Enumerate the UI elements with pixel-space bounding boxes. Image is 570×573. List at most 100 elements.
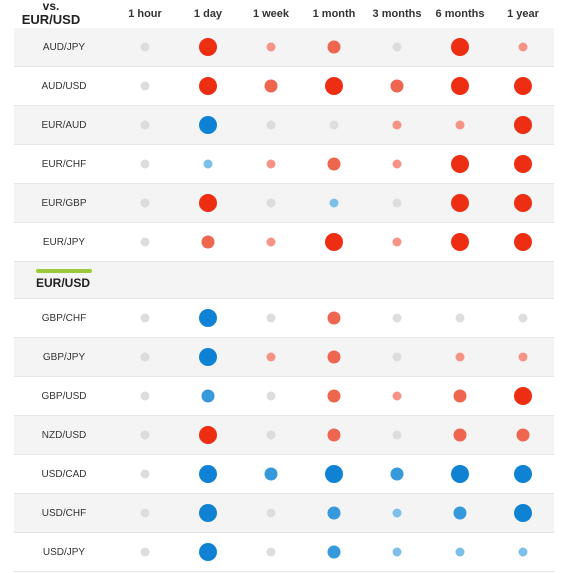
correlation-dot[interactable] [392, 508, 402, 518]
correlation-dot[interactable] [392, 237, 402, 247]
correlation-dot[interactable] [199, 348, 217, 366]
correlation-dot[interactable] [199, 116, 217, 134]
correlation-dot[interactable] [390, 467, 404, 481]
correlation-dot[interactable] [266, 159, 276, 169]
correlation-dot[interactable] [514, 465, 532, 483]
correlation-dot[interactable] [451, 233, 469, 251]
correlation-dot[interactable] [329, 198, 339, 208]
correlation-dot[interactable] [201, 235, 215, 249]
correlation-dot[interactable] [140, 391, 150, 401]
correlation-dot[interactable] [199, 194, 217, 212]
correlation-dot[interactable] [266, 508, 276, 518]
correlation-dot[interactable] [453, 506, 467, 520]
correlation-dot[interactable] [392, 391, 402, 401]
correlation-dot[interactable] [518, 42, 528, 52]
column-header-1-year[interactable]: 1 year [507, 8, 539, 20]
correlation-dot[interactable] [140, 469, 150, 479]
correlation-dot[interactable] [140, 159, 150, 169]
table-row[interactable]: GBP/CHF [14, 299, 554, 338]
correlation-dot[interactable] [451, 155, 469, 173]
correlation-dot[interactable] [266, 120, 276, 130]
correlation-dot[interactable] [392, 352, 402, 362]
correlation-dot[interactable] [514, 387, 532, 405]
correlation-dot[interactable] [329, 120, 339, 130]
correlation-dot[interactable] [264, 467, 278, 481]
table-row[interactable]: USD/JPY [14, 533, 554, 572]
correlation-dot[interactable] [392, 313, 402, 323]
table-row[interactable]: AUD/JPY [14, 28, 554, 67]
correlation-dot[interactable] [451, 465, 469, 483]
column-header-1-week[interactable]: 1 week [252, 8, 290, 20]
correlation-dot[interactable] [140, 352, 150, 362]
correlation-dot[interactable] [455, 352, 465, 362]
column-header-1-month[interactable]: 1 month [312, 8, 356, 20]
table-row[interactable]: USD/CAD [14, 455, 554, 494]
correlation-dot[interactable] [199, 504, 217, 522]
correlation-dot[interactable] [516, 428, 530, 442]
correlation-dot[interactable] [514, 116, 532, 134]
correlation-dot[interactable] [451, 38, 469, 56]
correlation-dot[interactable] [266, 547, 276, 557]
correlation-dot[interactable] [199, 309, 217, 327]
correlation-dot[interactable] [203, 159, 213, 169]
correlation-dot[interactable] [518, 313, 528, 323]
correlation-dot[interactable] [140, 81, 150, 91]
correlation-dot[interactable] [327, 428, 341, 442]
correlation-dot[interactable] [514, 233, 532, 251]
correlation-dot[interactable] [392, 120, 402, 130]
correlation-dot[interactable] [453, 389, 467, 403]
correlation-dot[interactable] [518, 352, 528, 362]
table-row[interactable]: AUD/USD [14, 67, 554, 106]
table-row[interactable]: EUR/CHF [14, 145, 554, 184]
correlation-dot[interactable] [327, 506, 341, 520]
correlation-dot[interactable] [514, 77, 532, 95]
column-header-3-months[interactable]: 3 months [372, 8, 422, 20]
correlation-dot[interactable] [266, 430, 276, 440]
correlation-dot[interactable] [392, 42, 402, 52]
correlation-dot[interactable] [327, 157, 341, 171]
correlation-dot[interactable] [266, 313, 276, 323]
correlation-dot[interactable] [266, 237, 276, 247]
correlation-dot[interactable] [140, 198, 150, 208]
correlation-dot[interactable] [199, 77, 217, 95]
correlation-dot[interactable] [392, 198, 402, 208]
table-row[interactable]: EUR/AUD [14, 106, 554, 145]
column-header-1-hour[interactable]: 1 hour [128, 8, 162, 20]
correlation-dot[interactable] [451, 194, 469, 212]
correlation-dot[interactable] [140, 313, 150, 323]
correlation-dot[interactable] [140, 547, 150, 557]
correlation-dot[interactable] [514, 155, 532, 173]
table-row[interactable]: EUR/GBP [14, 184, 554, 223]
correlation-dot[interactable] [392, 159, 402, 169]
table-row[interactable]: EUR/JPY [14, 223, 554, 262]
correlation-dot[interactable] [266, 352, 276, 362]
correlation-dot[interactable] [327, 40, 341, 54]
correlation-dot[interactable] [453, 428, 467, 442]
correlation-dot[interactable] [327, 545, 341, 559]
correlation-dot[interactable] [266, 391, 276, 401]
correlation-dot[interactable] [327, 311, 341, 325]
correlation-dot[interactable] [392, 430, 402, 440]
correlation-dot[interactable] [514, 194, 532, 212]
correlation-dot[interactable] [325, 465, 343, 483]
correlation-dot[interactable] [199, 38, 217, 56]
correlation-dot[interactable] [451, 77, 469, 95]
correlation-dot[interactable] [327, 350, 341, 364]
table-row[interactable]: GBP/JPY [14, 338, 554, 377]
correlation-dot[interactable] [140, 120, 150, 130]
correlation-dot[interactable] [455, 120, 465, 130]
correlation-dot[interactable] [140, 508, 150, 518]
column-header-6-months[interactable]: 6 months [435, 8, 485, 20]
correlation-dot[interactable] [325, 77, 343, 95]
correlation-dot[interactable] [392, 547, 402, 557]
correlation-dot[interactable] [390, 79, 404, 93]
correlation-dot[interactable] [455, 313, 465, 323]
correlation-dot[interactable] [325, 233, 343, 251]
correlation-dot[interactable] [514, 504, 532, 522]
table-row[interactable]: GBP/USD [14, 377, 554, 416]
correlation-dot[interactable] [201, 389, 215, 403]
table-row[interactable]: USD/CHF [14, 494, 554, 533]
correlation-dot[interactable] [140, 42, 150, 52]
correlation-dot[interactable] [266, 42, 276, 52]
correlation-dot[interactable] [140, 430, 150, 440]
